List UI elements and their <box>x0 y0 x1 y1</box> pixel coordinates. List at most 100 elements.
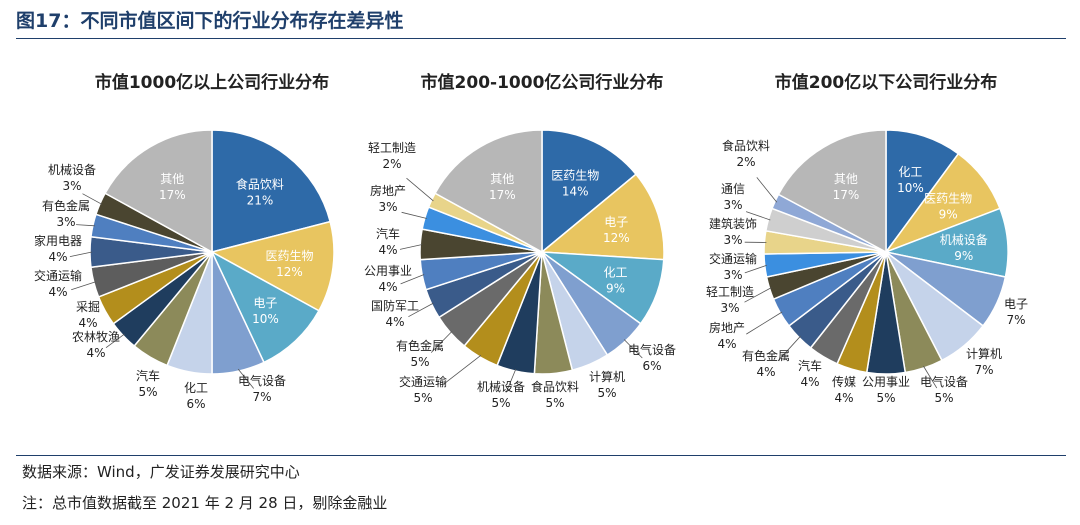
pie-slice <box>777 129 887 254</box>
slice-value: 4% <box>48 285 67 299</box>
leader-line <box>400 274 425 285</box>
slice-label: 有色金属 <box>42 198 90 213</box>
slice-value: 3% <box>723 268 742 282</box>
slice-value: 17% <box>159 188 186 202</box>
leader-line <box>745 211 771 221</box>
slice-value: 4% <box>86 346 105 360</box>
slice-value: 6% <box>186 397 205 411</box>
slice-label: 电气设备 <box>628 342 676 357</box>
slice-label: 房地产 <box>709 320 745 335</box>
slice-label: 国防军工 <box>371 298 419 313</box>
leader-line <box>237 368 255 389</box>
slice-label: 食品饮料 <box>236 176 284 191</box>
pie-slice <box>434 129 543 254</box>
slice-value: 10% <box>897 181 924 195</box>
leader-line <box>777 335 801 362</box>
chart-title: 市值200亿以下公司行业分布 <box>775 72 998 93</box>
slice-value: 4% <box>385 315 404 329</box>
slice-label: 食品饮料 <box>531 379 579 394</box>
slice-value: 4% <box>48 250 67 264</box>
bottom-rule <box>16 455 1066 456</box>
pie-slice <box>541 129 638 254</box>
slice-label: 电子 <box>253 296 277 310</box>
slice-label: 轻工制造 <box>706 285 754 299</box>
leader-line <box>443 354 482 385</box>
slice-value: 5% <box>491 396 510 410</box>
top-rule <box>16 38 1066 39</box>
slice-value: 4% <box>78 316 97 330</box>
slice-value: 9% <box>939 208 958 222</box>
slice-value: 17% <box>833 188 860 202</box>
leader-line <box>430 331 453 353</box>
leader-line <box>744 264 767 274</box>
slice-value: 4% <box>800 375 819 389</box>
slice-value: 5% <box>138 385 157 399</box>
slice-value: 3% <box>723 233 742 247</box>
slice-label: 采掘 <box>76 299 100 314</box>
slice-value: 5% <box>934 391 953 405</box>
slice-value: 4% <box>378 243 397 257</box>
slice-value: 7% <box>1006 313 1025 327</box>
slice-value: 2% <box>382 157 401 171</box>
figure-title: 图17：不同市值区间下的行业分布存在差异性 <box>16 10 404 32</box>
slice-label: 计算机 <box>966 346 1002 361</box>
leader-line <box>69 251 93 257</box>
pie-slice <box>540 173 665 261</box>
slice-value: 6% <box>642 359 661 373</box>
slice-label: 机械设备 <box>940 232 988 247</box>
slice-value: 5% <box>876 391 895 405</box>
slice-value: 14% <box>562 184 589 198</box>
slice-value: 4% <box>378 280 397 294</box>
slice-label: 食品饮料 <box>722 138 770 153</box>
slice-value: 5% <box>545 396 564 410</box>
slice-label: 汽车 <box>136 368 160 383</box>
slice-label: 轻工制造 <box>368 141 416 155</box>
slice-value: 2% <box>736 155 755 169</box>
pie-slice <box>210 250 320 364</box>
slice-value: 12% <box>603 231 630 245</box>
leader-line <box>744 287 772 303</box>
leader-line <box>746 311 783 335</box>
slice-value: 3% <box>378 200 397 214</box>
chart-title: 市值1000亿以上公司行业分布 <box>95 72 329 93</box>
leader-line <box>408 302 434 318</box>
slice-label: 电子 <box>1004 297 1028 311</box>
leader-line <box>82 193 103 205</box>
leader-line <box>401 211 427 219</box>
leader-line <box>105 333 125 349</box>
slice-label: 其他 <box>490 172 514 186</box>
slice-value: 21% <box>247 193 274 207</box>
slice-label: 家用电器 <box>34 233 82 248</box>
slice-label: 化工 <box>184 381 208 395</box>
slice-value: 4% <box>756 365 775 379</box>
slice-label: 汽车 <box>376 226 400 241</box>
slice-label: 医药生物 <box>265 249 313 263</box>
slice-label: 房地产 <box>370 183 406 198</box>
slice-value: 10% <box>252 312 279 326</box>
pie-slice <box>104 129 213 254</box>
slice-label: 公用事业 <box>862 375 910 389</box>
slice-label: 农林牧渔 <box>72 330 120 344</box>
slice-label: 有色金属 <box>396 338 444 353</box>
leader-line <box>399 244 423 250</box>
slice-label: 交通运输 <box>709 251 757 266</box>
pie-slice <box>211 129 332 253</box>
slice-value: 3% <box>56 215 75 229</box>
slice-label: 通信 <box>721 182 745 196</box>
slice-value: 3% <box>62 179 81 193</box>
slice-value: 12% <box>276 265 303 279</box>
slice-label: 电子 <box>604 215 628 229</box>
slice-value: 7% <box>974 363 993 377</box>
slice-label: 有色金属 <box>742 348 790 363</box>
slice-value: 5% <box>410 355 429 369</box>
footnote: 注：总市值数据截至 2021 年 2 月 28 日，剔除金融业 <box>22 494 388 512</box>
slice-label: 医药生物 <box>924 192 972 206</box>
slice-value: 4% <box>717 337 736 351</box>
slice-value: 5% <box>413 391 432 405</box>
slice-label: 汽车 <box>798 358 822 373</box>
slice-label: 交通运输 <box>34 268 82 283</box>
source-note: 数据来源：Wind，广发证券发展研究中心 <box>22 463 300 481</box>
slice-label: 计算机 <box>589 369 625 384</box>
